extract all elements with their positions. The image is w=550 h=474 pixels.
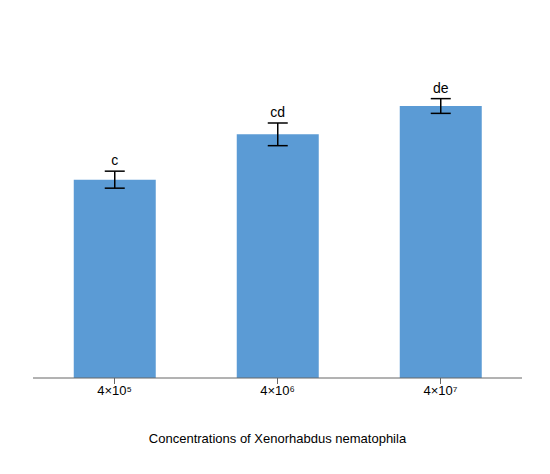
- svg-text:Concentrations of Xenorhabdus: Concentrations of Xenorhabdus nematophil…: [149, 431, 407, 446]
- svg-text:cd: cd: [270, 104, 285, 120]
- svg-text:4×10⁵: 4×10⁵: [97, 383, 132, 398]
- svg-text:4×10⁷: 4×10⁷: [424, 383, 458, 398]
- svg-text:4×10⁶: 4×10⁶: [260, 383, 295, 398]
- svg-text:c: c: [111, 152, 118, 168]
- svg-text:de: de: [433, 80, 449, 96]
